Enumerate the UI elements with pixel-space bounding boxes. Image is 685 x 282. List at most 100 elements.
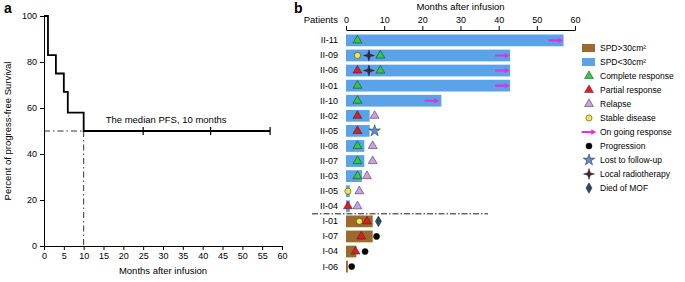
panel-label: b: [294, 0, 303, 16]
x-axis-tick-label: 25: [139, 251, 149, 261]
category-tick: II-09: [320, 50, 338, 60]
censor-mark: [143, 127, 144, 135]
x-axis-tick-label: 20: [119, 251, 129, 261]
y-axis-tick: 80: [27, 57, 44, 67]
x-axis-tick-mark: [262, 246, 263, 250]
x-axis-tick-mark: [104, 246, 105, 250]
category-tick: II-10: [320, 96, 338, 106]
event-marker: [363, 171, 372, 179]
event-marker: [363, 65, 374, 76]
y-axis-tick-mark: [40, 246, 44, 247]
category-label: II-06: [320, 65, 338, 75]
x-axis-tick-mark: [384, 26, 385, 30]
legend-symbol: [585, 71, 594, 79]
x-axis-tick-mark: [203, 246, 204, 250]
legend: SPD>30cm²SPD<30cm²Complete responseParti…: [582, 43, 674, 193]
x-axis-title: Months after infusion: [119, 265, 207, 276]
x-axis-tick-mark: [282, 246, 283, 250]
event-marker: [424, 98, 439, 103]
event-marker: [355, 186, 364, 194]
legend-label: SPD<30cm²: [600, 57, 646, 67]
x-axis-tick: 60: [570, 15, 580, 30]
event-marker: [495, 53, 510, 58]
x-axis-tick-mark: [346, 26, 347, 30]
bar: [346, 261, 348, 273]
y-axis-tick-mark: [40, 108, 44, 109]
bar: [346, 65, 510, 77]
bar: [346, 155, 364, 167]
x-axis-tick-label: 0: [42, 251, 47, 261]
event-marker: [368, 156, 377, 164]
legend-label: Complete response: [600, 71, 674, 81]
x-axis-tick: 20: [119, 246, 129, 261]
censor-mark: [210, 127, 211, 135]
bar: [346, 170, 362, 182]
x-axis-tick-label: 35: [178, 251, 188, 261]
event-marker: [368, 141, 377, 149]
event-marker: [345, 188, 351, 194]
category-label: II-01: [320, 81, 338, 91]
category-tick: II-07: [320, 156, 338, 166]
y-axis-tick: 40: [27, 149, 44, 159]
y-axis-tick: 60: [27, 103, 44, 113]
x-axis-tick-mark: [183, 246, 184, 250]
legend-label: Relapse: [600, 99, 631, 109]
panel-b: b0102030405060Months after infusionPatie…: [294, 0, 674, 272]
x-axis-tick-label: 30: [456, 15, 466, 25]
x-axis-tick-mark: [537, 26, 538, 30]
legend-symbol: [585, 85, 594, 93]
event-marker: [362, 248, 368, 254]
bar: [346, 140, 364, 152]
bar: [346, 231, 373, 243]
event-marker: [376, 65, 385, 73]
category-axis: II-11II-09II-06II-01II-10II-02II-05II-08…: [320, 35, 338, 271]
x-axis-tick-mark: [575, 26, 576, 30]
legend-label: Progression: [600, 141, 646, 151]
category-tick: II-06: [320, 65, 338, 75]
category-label: I-04: [322, 246, 338, 256]
category-tick: II-11: [321, 35, 338, 45]
bar: [346, 80, 510, 92]
legend-label: Died of MOF: [600, 183, 648, 193]
x-axis-tick: 55: [258, 246, 268, 261]
x-axis-tick-label: 40: [198, 251, 208, 261]
x-axis-tick-label: 60: [570, 15, 580, 25]
category-label: II-05: [320, 126, 338, 136]
censor-mark: [270, 127, 271, 135]
x-axis-tick-label: 50: [238, 251, 248, 261]
legend-symbol: [586, 115, 592, 121]
x-axis-tick: 10: [380, 15, 390, 30]
x-axis-tick: 10: [79, 246, 89, 261]
bar: [346, 95, 441, 107]
legend-label: On going response: [600, 127, 672, 137]
event-marker: [353, 96, 362, 104]
event-marker: [376, 50, 385, 58]
x-axis-tick-mark: [64, 246, 65, 250]
category-label: I-01: [322, 216, 338, 226]
x-axis-tick-mark: [223, 246, 224, 250]
bar: [346, 35, 564, 47]
x-axis-title: Months after infusion: [416, 1, 504, 12]
x-axis-tick-mark: [242, 246, 243, 250]
category-tick: II-04: [320, 201, 338, 211]
category-label: II-05: [320, 186, 338, 196]
y-axis-tick-label: 100: [22, 11, 37, 21]
event-marker: [353, 111, 362, 119]
group-separator: [312, 213, 488, 214]
median-line-v: [83, 131, 84, 246]
event-marker: [495, 83, 510, 88]
x-axis-tick: 0: [344, 15, 349, 30]
x-axis-tick-mark: [44, 246, 45, 250]
y-axis-tick: 100: [22, 11, 44, 21]
category-label: II-11: [321, 35, 338, 45]
event-marker: [363, 50, 374, 61]
event-marker: [353, 201, 362, 209]
event-marker: [357, 231, 366, 239]
y-axis-title: Patients: [304, 14, 339, 25]
category-tick: I-06: [322, 261, 338, 271]
x-axis-tick: 40: [198, 246, 208, 261]
event-marker: [354, 52, 360, 58]
event-marker: [549, 38, 564, 43]
x-axis-tick-mark: [461, 26, 462, 30]
category-label: II-02: [320, 111, 338, 121]
